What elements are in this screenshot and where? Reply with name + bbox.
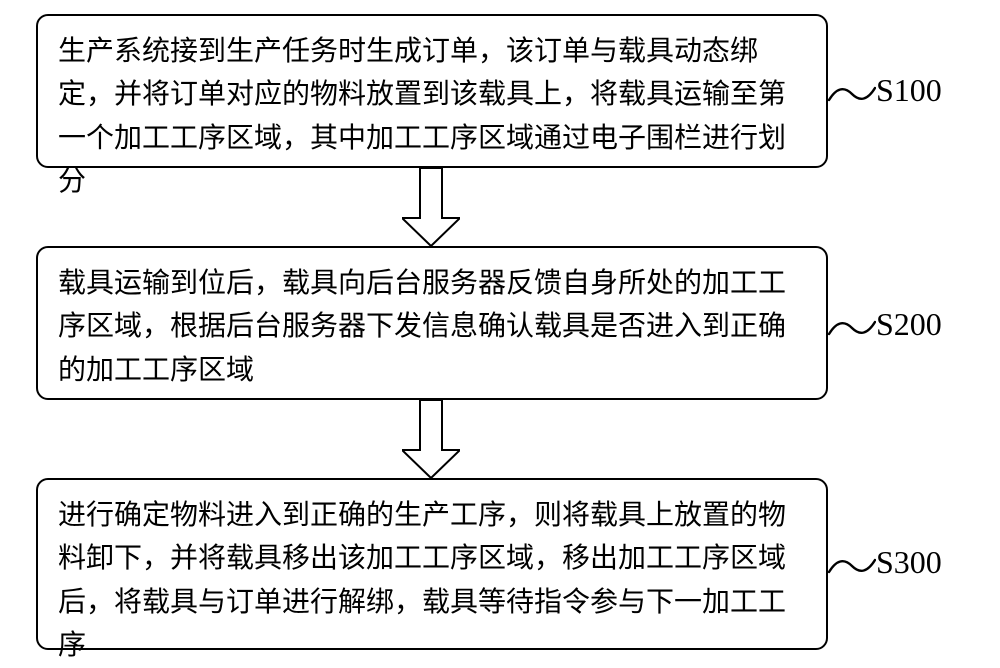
flowchart-canvas: 生产系统接到生产任务时生成订单，该订单与载具动态绑定，并将订单对应的物料放置到该… <box>0 0 1000 661</box>
flow-arrow-2 <box>402 400 460 478</box>
flow-step-label-s100: S100 <box>876 72 942 109</box>
connector-tilde-s300 <box>828 552 876 580</box>
connector-tilde-s200 <box>828 314 876 342</box>
flow-arrow-1 <box>402 168 460 246</box>
flow-step-label-s200: S200 <box>876 306 942 343</box>
flow-step-text: 进行确定物料进入到正确的生产工序，则将载具上放置的物料卸下，并将载具移出该加工工… <box>58 500 786 661</box>
connector-tilde-s100 <box>828 80 876 108</box>
flow-step-label-s300: S300 <box>876 544 942 581</box>
flow-step-s100: 生产系统接到生产任务时生成订单，该订单与载具动态绑定，并将订单对应的物料放置到该… <box>36 14 828 168</box>
flow-step-s200: 载具运输到位后，载具向后台服务器反馈自身所处的加工工序区域，根据后台服务器下发信… <box>36 246 828 400</box>
flow-step-s300: 进行确定物料进入到正确的生产工序，则将载具上放置的物料卸下，并将载具移出该加工工… <box>36 478 828 650</box>
flow-step-text: 载具运输到位后，载具向后台服务器反馈自身所处的加工工序区域，根据后台服务器下发信… <box>58 268 786 386</box>
